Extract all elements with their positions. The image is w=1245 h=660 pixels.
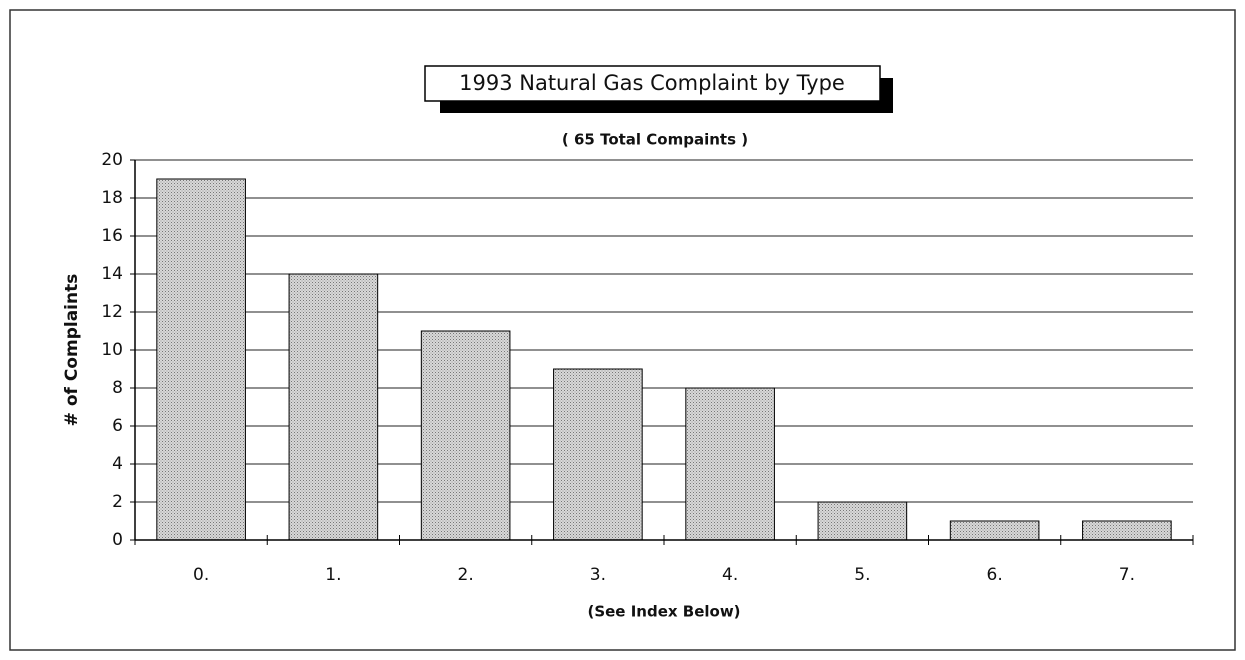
bar [156,178,246,541]
y-tick-label: 6 [112,416,123,436]
x-tick-label: 1. [325,565,341,585]
y-tick-label: 14 [101,264,123,284]
y-tick-label: 2 [112,492,123,512]
x-tick-label: 6. [987,565,1003,585]
y-tick-label: 16 [101,226,123,246]
x-tick-label: 2. [458,565,474,585]
chart-subtitle: ( 65 Total Compaints ) [562,131,748,149]
y-tick-label: 12 [101,302,123,322]
frame [9,9,1236,651]
y-tick-label: 10 [101,340,123,360]
x-tick-label: 5. [854,565,870,585]
y-tick-label: 18 [101,188,123,208]
bar [553,368,643,541]
y-axis-label: # of Complaints [62,274,82,427]
bar [1082,520,1172,541]
bar [949,520,1040,541]
x-tick-label: 3. [590,565,606,585]
title-box [424,65,881,102]
bar [685,387,775,541]
x-tick-label: 0. [193,565,209,585]
y-tick-label: 8 [112,378,123,398]
y-tick-label: 4 [112,454,123,474]
x-tick-label: 4. [722,565,738,585]
bar [420,330,511,541]
bar [288,273,379,541]
x-axis-label: (See Index Below) [587,603,740,621]
x-tick-label: 7. [1119,565,1135,585]
y-tick-label: 0 [112,530,123,550]
y-tick-label: 20 [101,150,123,170]
chart-title: 1993 Natural Gas Complaint by Type [459,71,845,95]
bar [817,501,908,541]
